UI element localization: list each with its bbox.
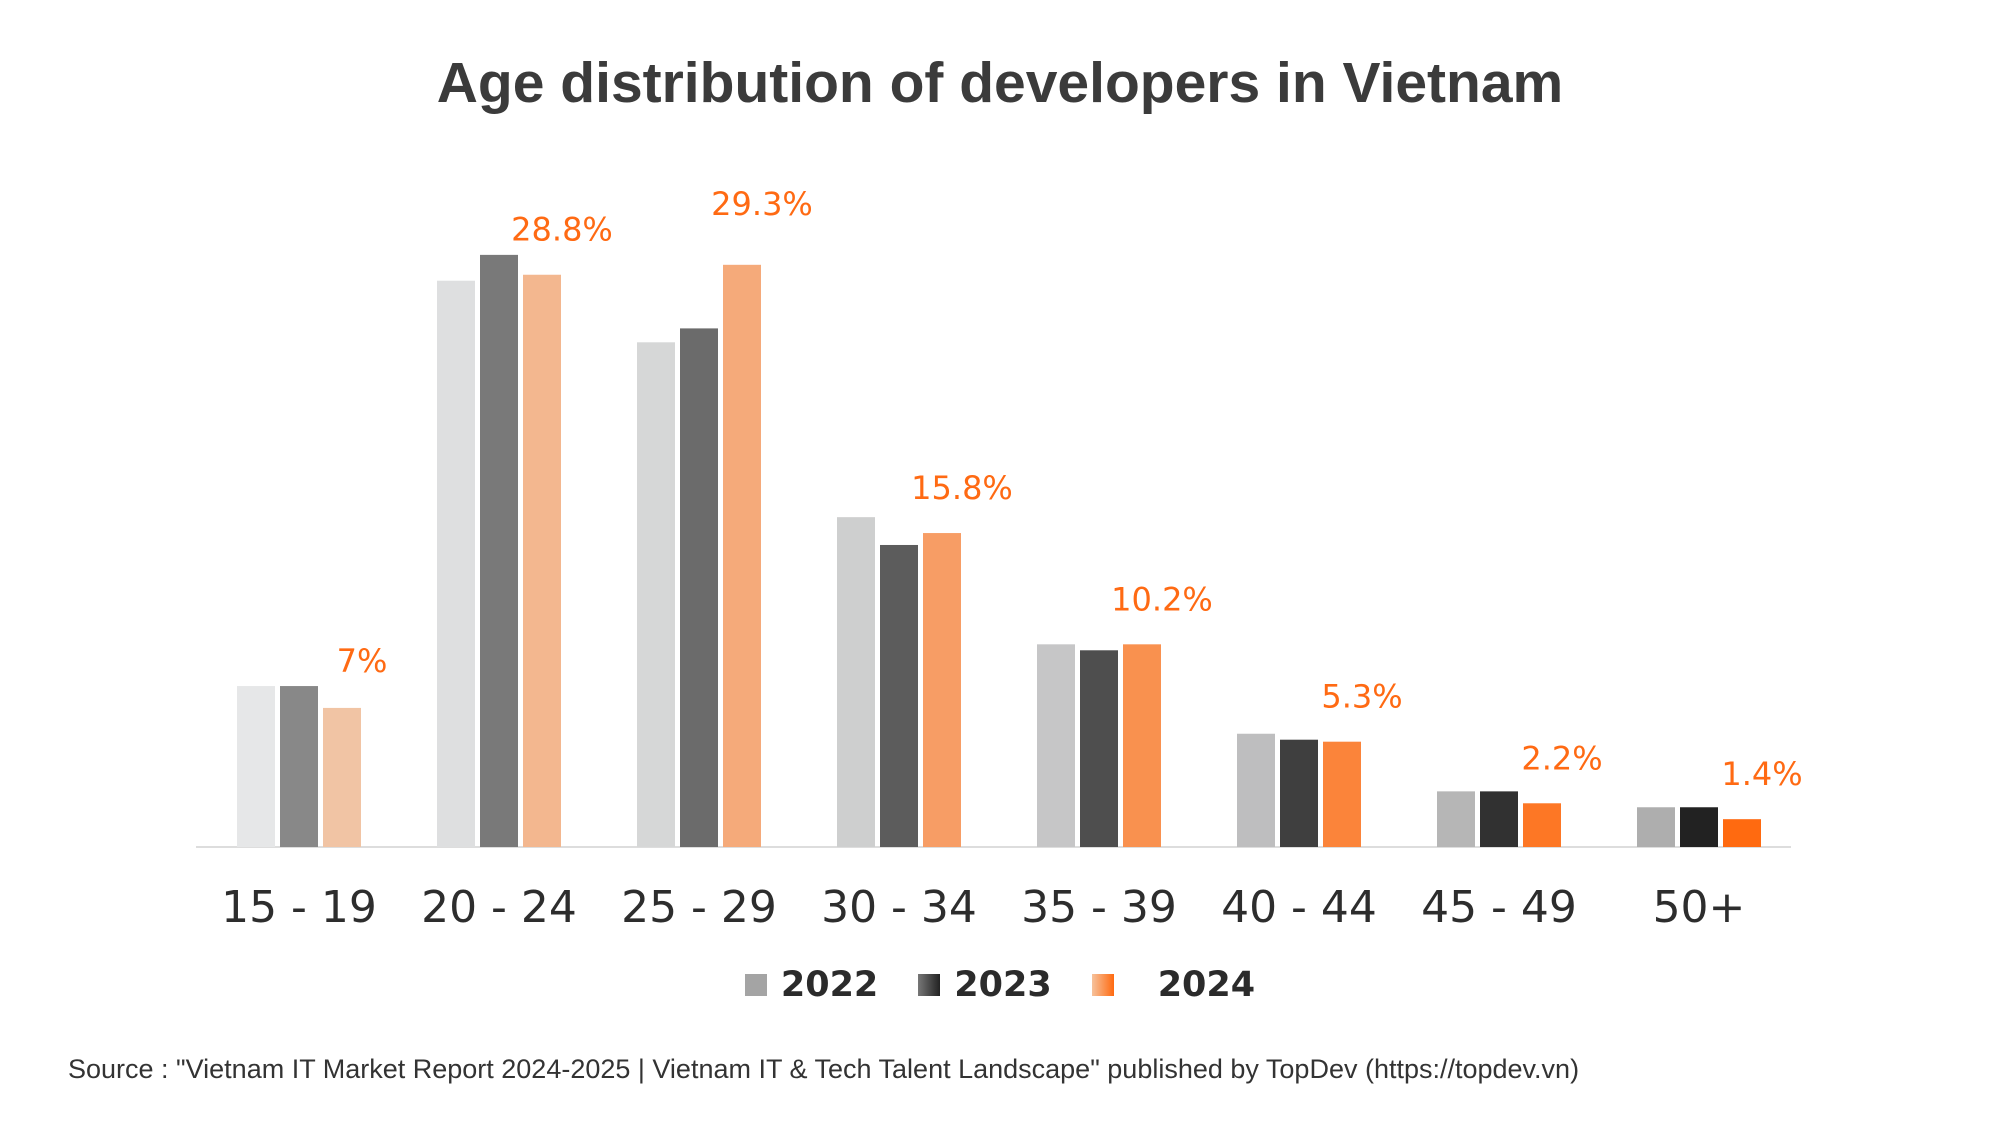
legend-item-2024: 2024 [1091,965,1256,1005]
legend-swatch-2023 [918,974,941,996]
bar-2024 [923,533,961,847]
data-label: 10.2% [1111,580,1213,618]
bar-2023 [280,686,318,847]
legend-swatch-2022 [744,974,767,996]
legend-swatch-2024 [1091,974,1114,996]
bar-2023 [1480,791,1518,847]
x-tick-label: 45 - 49 [1421,882,1577,933]
bar-2024 [1523,803,1561,847]
data-label: 7% [337,642,388,680]
bar-2022 [437,280,475,848]
x-tick-label: 40 - 44 [1221,882,1377,933]
bar-2024 [323,707,361,847]
bar-2022 [1237,733,1275,847]
data-label: 2.2% [1521,739,1602,777]
chart-title: Age distribution of developers in Vietna… [436,51,1564,115]
legend: 2022 2023 2024 [0,965,2000,1005]
bar-2024 [723,264,761,848]
x-tick-label: 25 - 29 [621,882,777,933]
x-tick-label: 35 - 39 [1021,882,1177,933]
x-tick-label: 15 - 19 [221,882,377,933]
x-tick-label: 20 - 24 [421,882,577,933]
bar-2023 [480,254,518,847]
bar-2022 [837,517,875,847]
x-tick-label: 50+ [1653,882,1746,933]
bar-2023 [1280,739,1318,847]
bar-2024 [1123,644,1161,847]
bar-2024 [1323,741,1361,847]
legend-label: 2023 [954,965,1052,1005]
bar-2022 [1437,791,1475,847]
legend-item-2023: 2023 [918,965,1052,1005]
bar-2024 [523,274,561,847]
bar-2022 [1637,807,1675,847]
data-label: 1.4% [1721,755,1802,793]
data-label: 5.3% [1321,678,1402,716]
bar-2022 [237,686,275,847]
legend-label: 2022 [780,965,879,1005]
data-label: 15.8% [911,469,1013,507]
data-label: 29.3% [711,185,813,223]
source-note: Source : "Vietnam IT Market Report 2024-… [68,1054,1580,1084]
bar-2022 [637,342,675,847]
bar-2022 [1037,644,1075,847]
bar-2023 [880,544,918,847]
x-tick-label: 30 - 34 [821,882,977,933]
bar-2023 [1680,807,1718,847]
bar-2024 [1723,819,1761,847]
legend-label: 2024 [1157,965,1256,1005]
bar-2023 [1080,650,1118,847]
data-label: 28.8% [511,211,613,249]
legend-item-2022: 2022 [744,965,879,1005]
bar-2023 [680,328,718,847]
